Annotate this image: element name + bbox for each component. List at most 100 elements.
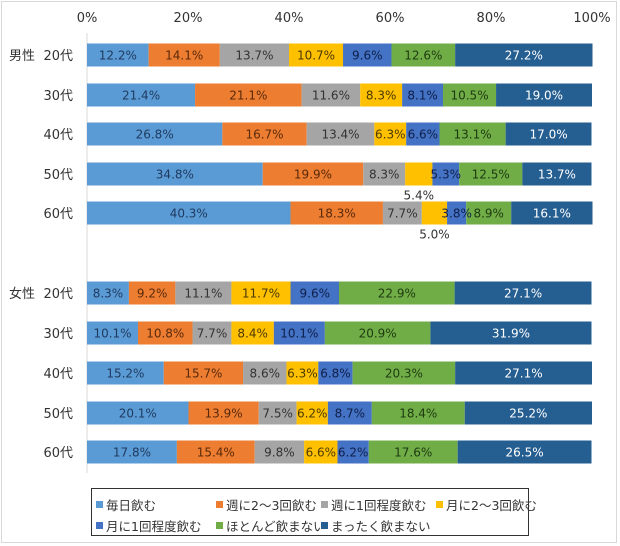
data-label: 27.1% [505,367,543,381]
data-label: 20.1% [119,407,157,421]
data-label: 26.8% [136,128,174,142]
bar-segment [176,440,255,464]
data-label: 13.7% [235,49,273,63]
legend-item: ほとんど飲まない [216,516,326,535]
data-label: 27.2% [505,49,543,63]
bar-segment [522,162,592,186]
data-label: 5.3% [431,168,462,182]
bar-segment [289,43,344,67]
bar-segment [363,162,406,186]
bar-segment [352,361,456,385]
data-label: 31.9% [492,327,530,341]
bar-segment [464,401,592,425]
bar-segment [421,201,448,225]
bar-segment [148,43,220,67]
legend-swatch [216,522,223,529]
bar-segment [254,440,305,464]
data-label: 19.0% [525,89,563,103]
x-tick-label: 40% [275,11,304,26]
data-label: 16.1% [533,207,571,221]
data-label: 10.8% [146,327,184,341]
legend: 毎日飲む 週に2～3回飲む 週に1回程度飲む 月に2～3回飲む月に1回程度飲む ほとんど… [91,488,537,536]
data-label: 13.7% [538,168,576,182]
data-label: 6.3% [375,128,406,142]
bar-segment [368,440,458,464]
bar-segment [391,43,456,67]
data-label: 11.1% [184,287,222,301]
bar-segment [338,281,455,305]
bar-segment [296,401,328,425]
bar-segment [371,401,465,425]
data-label: 17.8% [113,446,151,460]
category-label: 60代 [43,207,73,222]
bar-segment [496,83,592,107]
category-label: 60代 [43,446,73,461]
data-label: 8.6% [250,367,281,381]
bar-segment [87,83,196,107]
data-label: 10.7% [297,49,335,63]
bar-segment [459,162,523,186]
group-label: 女性 [9,286,35,302]
bar-segment [87,401,189,425]
data-label: 9.2% [137,287,168,301]
bar-segment [231,321,274,345]
bar-segment [87,122,223,146]
bar-segment [360,83,403,107]
legend-label: 月に2～3回飲む [446,498,537,513]
bar-segment [286,361,319,385]
data-label: 8.7% [335,407,366,421]
bar-segment [128,281,176,305]
category-label: 20代 [43,287,73,302]
x-tick-label: 80% [477,11,506,26]
bar-segment [188,401,259,425]
data-label: 7.7% [197,327,228,341]
data-label: 15.7% [184,367,222,381]
data-label: 3.8% [441,207,472,221]
data-label: 8.4% [237,327,268,341]
bar-segment [455,43,593,67]
bar-segment [87,201,291,225]
bar-segment [219,43,289,67]
data-label: 26.5% [506,446,544,460]
legend-item: 週に1回程度飲む [321,495,426,514]
data-label: 10.1% [280,327,318,341]
data-label: 6.6% [306,446,337,460]
data-label: 8.1% [407,89,438,103]
data-label: 17.0% [530,128,568,142]
data-label: 8.3% [369,168,400,182]
legend-item: 月に1回程度飲む [96,516,201,535]
bar-segment [87,321,139,345]
x-tick-label: 20% [174,11,203,26]
data-label: 11.6% [312,89,350,103]
legend-item: 月に2～3回飲む [436,495,537,514]
category-label: 50代 [43,407,73,422]
bar-segment [262,162,364,186]
legend-item: 毎日飲む [96,495,156,514]
legend-swatch [321,522,328,529]
bar-segment [432,162,460,186]
legend-label: 毎日飲む [106,498,157,513]
data-label: 13.4% [321,128,359,142]
data-label: 12.2% [99,49,137,63]
bar-segment [273,321,325,345]
data-label: 10.1% [93,327,131,341]
bar-segment [505,122,592,146]
bar-segment [138,321,193,345]
legend-swatch [321,501,328,508]
data-label: 18.4% [399,407,437,421]
data-label: 10.5% [450,89,488,103]
bar-segment [243,361,287,385]
data-label: 40.3% [170,207,208,221]
data-label: 27.1% [504,287,542,301]
bar-segment [175,281,232,305]
legend-item: 週に2～3回飲む [216,495,317,514]
bar-segment [87,361,164,385]
legend-swatch [96,501,103,508]
category-label: 20代 [43,49,73,64]
bar-segment [163,361,244,385]
bar-segment [87,162,263,186]
data-label: 19.9% [294,168,332,182]
legend-label: 週に1回程度飲む [331,498,427,513]
bar-segment [306,122,375,146]
